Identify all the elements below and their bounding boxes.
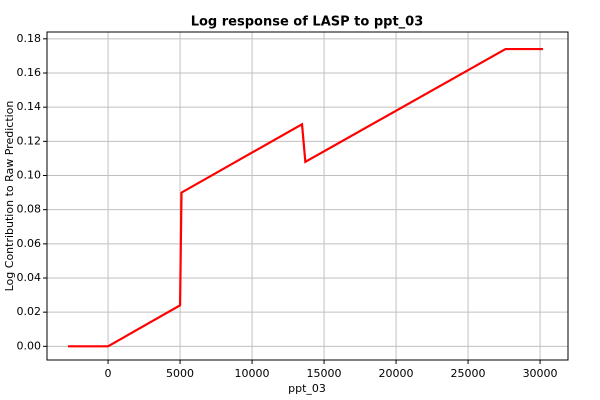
x-tick-label: 25000 (451, 367, 486, 380)
x-tick-label: 20000 (379, 367, 414, 380)
x-axis-label: ppt_03 (288, 382, 326, 395)
y-tick-label: 0.02 (17, 305, 42, 318)
y-axis-label: Log Contribution to Raw Prediction (3, 101, 16, 292)
x-tick-label: 10000 (235, 367, 270, 380)
y-tick-label: 0.16 (17, 66, 42, 79)
plot-frame (46, 31, 569, 361)
y-tick-label: 0.14 (17, 100, 42, 113)
x-tick-label: 30000 (523, 367, 558, 380)
x-tick-label: 0 (105, 367, 112, 380)
chart-title: Log response of LASP to ppt_03 (191, 15, 424, 30)
y-tick-label: 0.08 (17, 203, 42, 216)
y-tick-label: 0.06 (17, 237, 42, 250)
x-tick-label: 5000 (166, 367, 194, 380)
data-line (68, 47, 543, 348)
y-tick-label: 0.10 (17, 169, 42, 182)
y-tick-label: 0.00 (17, 339, 42, 352)
y-tick-label: 0.12 (17, 134, 42, 147)
y-tick-label: 0.04 (17, 271, 42, 284)
y-tick-label: 0.18 (17, 32, 42, 45)
x-tick-label: 15000 (307, 367, 342, 380)
